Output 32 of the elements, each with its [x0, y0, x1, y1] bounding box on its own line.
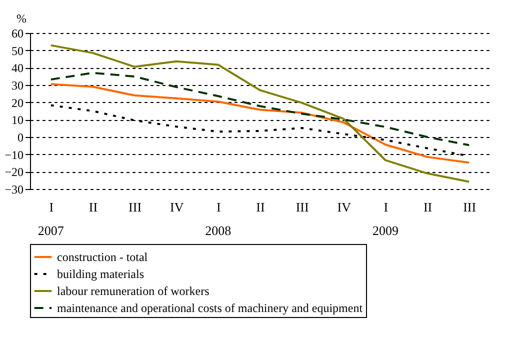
y-axis-title: % [16, 12, 26, 26]
x-tick-label: II [423, 200, 432, 214]
y-tick-label: 30 [12, 78, 24, 92]
legend-label: construction - total [57, 250, 148, 264]
x-tick-label: II [256, 200, 265, 214]
y-tick-label: 40 [12, 61, 24, 76]
x-tick-label: III [463, 200, 476, 214]
y-tick-label: −30 [4, 182, 24, 196]
line-series [50, 72, 470, 146]
x-tick-label: IV [337, 200, 352, 214]
y-tick-label: −20 [4, 165, 24, 180]
text: 2008 [205, 223, 232, 238]
legend-label: building materials [57, 267, 144, 281]
line-series [50, 44, 470, 183]
x-tick-label: I [49, 200, 54, 214]
y-tick-label: −10 [4, 148, 24, 162]
x-tick-label: IV [170, 200, 184, 214]
legend-label: labour remuneration of workers [57, 284, 210, 298]
x-tick-label: III [296, 200, 309, 214]
text: 2009 [372, 223, 398, 238]
x-tick-label: I [384, 200, 388, 214]
y-tick-label: 20 [12, 96, 24, 110]
line-series [50, 83, 470, 164]
x-tick-label: III [128, 200, 142, 214]
x-tick-label: I [216, 200, 221, 214]
y-tick-label: 10 [12, 113, 24, 128]
y-tick-label: 0 [18, 130, 24, 144]
y-tick-label: 50 [12, 44, 24, 58]
text: 2007 [38, 223, 64, 238]
x-tick-label: II [88, 200, 98, 214]
legend-label: maintenance and operational costs of machinery and equipment [57, 301, 364, 315]
y-tick-label: 60 [12, 26, 24, 40]
